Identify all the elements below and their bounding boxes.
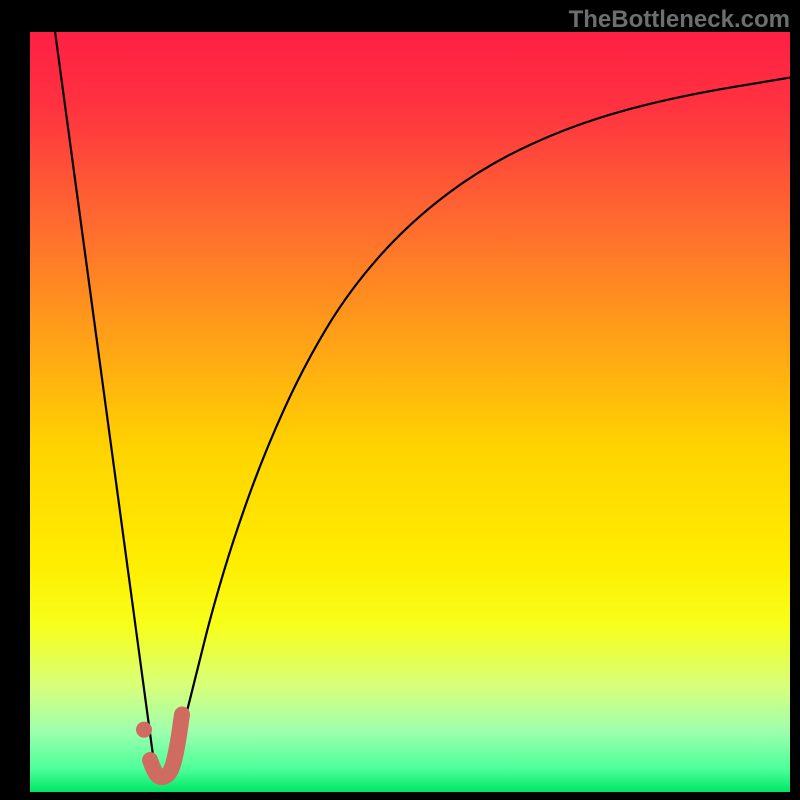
optimal-marker-hook (150, 714, 182, 777)
optimal-marker-dot (136, 722, 152, 738)
bottleneck-curve-right (171, 78, 790, 770)
curve-layer (0, 0, 800, 800)
chart-container: TheBottleneck.com (0, 0, 800, 800)
bottleneck-curve-left (55, 32, 155, 773)
